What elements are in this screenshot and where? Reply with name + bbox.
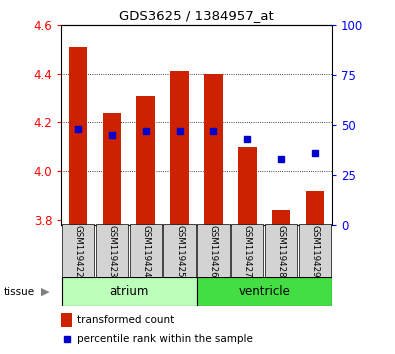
Title: GDS3625 / 1384957_at: GDS3625 / 1384957_at bbox=[119, 9, 274, 22]
Bar bbox=[130, 224, 162, 277]
Bar bbox=[197, 277, 332, 306]
Text: GSM119429: GSM119429 bbox=[310, 225, 320, 277]
Text: tissue: tissue bbox=[4, 287, 35, 297]
Bar bbox=[265, 224, 297, 277]
Bar bbox=[164, 224, 196, 277]
Text: GSM119428: GSM119428 bbox=[276, 225, 286, 277]
Bar bbox=[96, 224, 128, 277]
Bar bbox=[197, 224, 229, 277]
Text: GSM119425: GSM119425 bbox=[175, 225, 184, 277]
Bar bbox=[238, 147, 256, 225]
Text: transformed count: transformed count bbox=[77, 315, 174, 325]
Text: GSM119424: GSM119424 bbox=[141, 225, 150, 277]
Bar bbox=[170, 71, 189, 225]
Text: GSM119422: GSM119422 bbox=[73, 225, 83, 277]
Text: GSM119427: GSM119427 bbox=[243, 225, 252, 277]
Bar bbox=[69, 47, 87, 225]
Bar bbox=[204, 74, 223, 225]
Bar bbox=[137, 96, 155, 225]
Text: GSM119426: GSM119426 bbox=[209, 225, 218, 277]
Text: ▶: ▶ bbox=[41, 287, 50, 297]
Bar bbox=[103, 113, 121, 225]
Bar bbox=[231, 224, 263, 277]
Bar bbox=[299, 224, 331, 277]
Bar bbox=[62, 224, 94, 277]
Text: ventricle: ventricle bbox=[238, 285, 290, 298]
Text: percentile rank within the sample: percentile rank within the sample bbox=[77, 334, 253, 344]
Text: atrium: atrium bbox=[109, 285, 149, 298]
Bar bbox=[306, 191, 324, 225]
Text: GSM119423: GSM119423 bbox=[107, 225, 117, 277]
Bar bbox=[62, 277, 197, 306]
Bar bbox=[272, 210, 290, 225]
